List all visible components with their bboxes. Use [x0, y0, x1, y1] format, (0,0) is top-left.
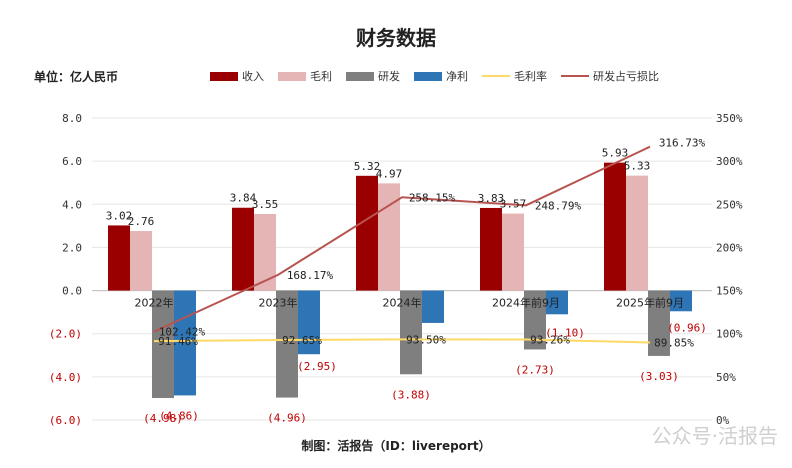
- bar-data-label: (3.03): [639, 370, 679, 383]
- margin-data-label: 93.50%: [406, 333, 446, 346]
- legend-swatch: [561, 75, 589, 77]
- x-tick-label: 2025年前9月: [616, 296, 684, 310]
- bar-data-label: (4.98): [143, 412, 183, 425]
- bar-data-label: (3.88): [391, 388, 431, 401]
- bar-2: [502, 213, 524, 291]
- bar-data-label: (2.73): [515, 363, 555, 376]
- bar-data-label: (2.95): [297, 360, 337, 373]
- bar-1: [356, 175, 378, 291]
- legend-item: 研发: [346, 68, 400, 84]
- y-left-tick-label: 8.0: [62, 112, 82, 125]
- watermark: 公众号·活报告: [651, 424, 778, 448]
- y-left-tick-label: 6.0: [62, 155, 82, 168]
- bar-2: [378, 183, 400, 291]
- bar-data-label: 3.57: [500, 198, 527, 211]
- bar-data-label: 5.93: [602, 147, 629, 160]
- bar-3: [400, 290, 422, 375]
- bar-2: [130, 231, 152, 291]
- legend-item: 毛利: [278, 68, 332, 84]
- bar-data-label: (4.86): [159, 409, 199, 422]
- ratio-data-label: 258.15%: [409, 191, 456, 204]
- bar-3: [276, 290, 298, 398]
- bar-data-label: 3.02: [106, 209, 133, 222]
- bar-2: [254, 213, 276, 291]
- bar-data-label: 3.83: [478, 192, 505, 205]
- legend-swatch: [482, 75, 510, 77]
- bar-4: [422, 290, 444, 323]
- legend: 收入 毛利 研发 净利 毛利率 研发占亏损比: [210, 68, 673, 84]
- y-right-tick-label: 250%: [716, 198, 743, 211]
- legend-item: 净利: [414, 68, 468, 84]
- ratio-data-label: 168.17%: [287, 269, 334, 282]
- legend-item: 毛利率: [482, 68, 547, 84]
- margin-data-label: 91.46%: [158, 335, 198, 348]
- y-left-tick-label: 2.0: [62, 241, 82, 254]
- legend-label: 毛利: [310, 70, 332, 83]
- legend-label: 收入: [242, 70, 264, 83]
- bar-data-label: 4.97: [376, 167, 403, 180]
- bar-2: [626, 175, 648, 291]
- bar-3: [152, 290, 174, 398]
- y-right-tick-label: 100%: [716, 328, 743, 341]
- legend-item: 收入: [210, 68, 264, 84]
- y-left-tick-label: 4.0: [62, 198, 82, 211]
- y-right-tick-label: 150%: [716, 285, 743, 298]
- y-left-tick-label: 0.0: [62, 285, 82, 298]
- ratio-line: [153, 145, 651, 333]
- legend-swatch: [346, 71, 374, 81]
- bar-data-label: 3.55: [252, 198, 279, 211]
- x-tick-label: 2023年: [259, 296, 298, 310]
- bar-data-label: 5.32: [354, 160, 381, 173]
- bar-4: [670, 290, 692, 312]
- legend-swatch: [210, 71, 238, 81]
- legend-label: 毛利率: [514, 70, 547, 83]
- y-left-tick-label: (4.0): [49, 371, 82, 384]
- bar-1: [232, 207, 254, 291]
- x-tick-label: 2024年: [383, 296, 422, 310]
- chart-title: 财务数据: [356, 26, 436, 50]
- bar-data-label: (1.10): [545, 327, 585, 340]
- ratio-data-label: 316.73%: [659, 137, 706, 150]
- y-right-tick-label: 0%: [716, 414, 730, 427]
- x-tick-label: 2024年前9月: [492, 296, 560, 310]
- bar-4: [174, 290, 196, 396]
- bar-4: [298, 290, 320, 355]
- x-tick-label: 2022年: [135, 296, 174, 310]
- bar-3: [524, 290, 546, 350]
- bar-4: [546, 290, 568, 315]
- ratio-data-label: 102.42%: [159, 326, 206, 339]
- legend-swatch: [414, 71, 442, 81]
- y-left-tick-label: (2.0): [49, 328, 82, 341]
- legend-label: 净利: [446, 70, 468, 83]
- y-right-tick-label: 50%: [716, 371, 736, 384]
- bar-3: [648, 290, 670, 356]
- margin-data-label: 93.26%: [530, 334, 570, 347]
- y-right-tick-label: 200%: [716, 241, 743, 254]
- bar-1: [480, 207, 502, 291]
- bar-data-label: 2.76: [128, 215, 155, 228]
- bar-1: [108, 225, 130, 291]
- legend-item: 研发占亏损比: [561, 68, 659, 84]
- margin-data-label: 92.65%: [282, 334, 322, 347]
- legend-label: 研发: [378, 70, 400, 83]
- margin-line: [153, 338, 651, 344]
- bar-data-label: (4.96): [267, 412, 307, 425]
- legend-swatch: [278, 71, 306, 81]
- y-right-tick-label: 350%: [716, 112, 743, 125]
- bar-data-label: (0.96): [667, 321, 707, 334]
- ratio-data-label: 248.79%: [535, 199, 582, 212]
- margin-data-label: 89.85%: [654, 336, 694, 349]
- y-left-tick-label: (6.0): [49, 414, 82, 427]
- y-right-tick-label: 300%: [716, 155, 743, 168]
- bar-1: [604, 162, 626, 291]
- unit-label: 单位：亿人民币: [34, 70, 119, 84]
- bar-data-label: 3.84: [230, 192, 257, 205]
- footer-credit: 制图：活报告（ID：livereport）: [301, 439, 491, 453]
- legend-label: 研发占亏损比: [593, 70, 659, 83]
- bar-data-label: 5.33: [624, 160, 651, 173]
